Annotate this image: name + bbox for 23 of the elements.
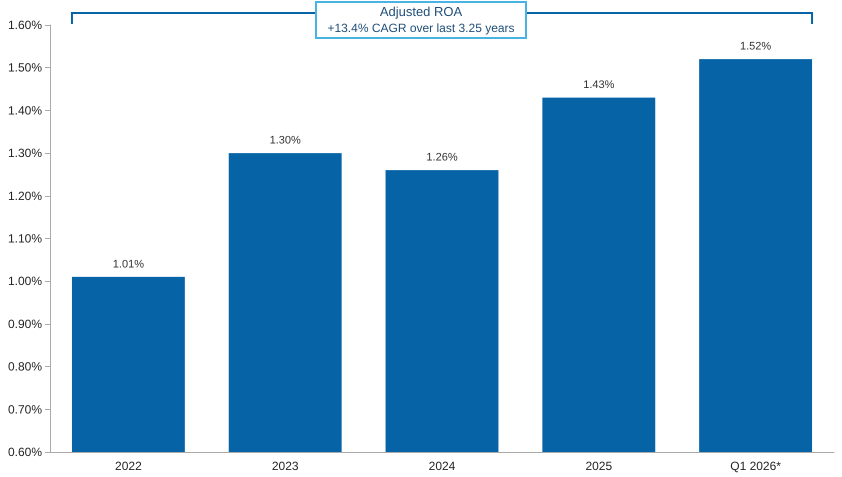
x-tick-label: 2023 [272,459,299,473]
y-tick-label: 0.80% [8,360,42,374]
y-tick-label: 1.50% [8,60,42,75]
x-tick-label: Q1 2026* [730,459,782,473]
data-label: 1.52% [740,40,772,53]
data-label: 1.43% [583,79,615,92]
chart-title: Adjusted ROA [380,4,463,19]
y-tick-label: 1.40% [8,103,42,118]
y-tick-label: 1.00% [8,274,42,288]
y-tick-label: 0.60% [8,445,42,459]
chart-subtitle: +13.4% CAGR over last 3.25 years [327,21,515,35]
y-tick-label: 1.60% [8,18,42,32]
y-tick-label: 0.70% [8,402,42,416]
x-tick-label: 2022 [115,459,142,473]
x-tick-label: 2025 [585,459,612,473]
y-tick-label: 1.10% [8,232,42,246]
y-tick-label: 0.90% [8,316,42,331]
y-tick-label: 1.20% [8,188,42,203]
y-tick-label: 1.30% [8,146,42,160]
data-label: 1.26% [426,152,458,164]
x-tick-label: 2024 [428,459,456,473]
data-label: 1.30% [270,134,302,147]
data-label: 1.01% [112,258,144,270]
